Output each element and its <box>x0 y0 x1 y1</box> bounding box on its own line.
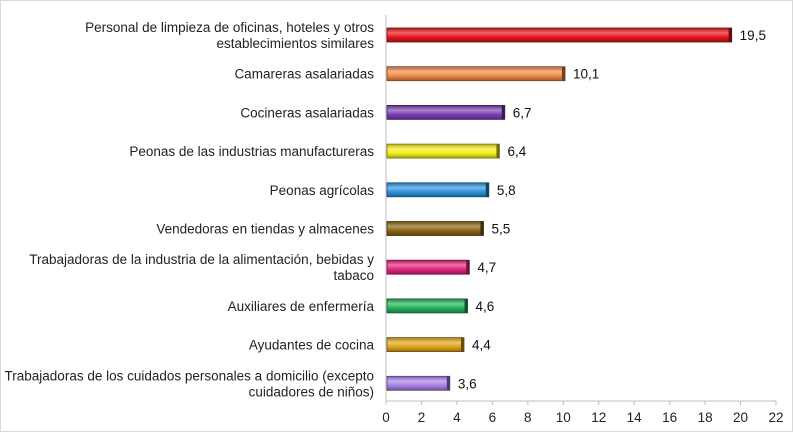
x-tick-label: 2 <box>418 410 426 425</box>
bar-end-cap <box>446 376 450 391</box>
category-label: Trabajadoras de la industria de la alime… <box>29 252 374 267</box>
bar <box>386 337 465 353</box>
x-tick-label: 16 <box>662 410 677 425</box>
x-tick-label: 18 <box>698 410 713 425</box>
value-label: 10,1 <box>573 67 599 82</box>
category-label: Personal de limpieza de oficinas, hotele… <box>85 20 374 35</box>
value-label: 5,8 <box>497 183 516 198</box>
category-label: Ayudantes de cocina <box>249 338 375 353</box>
bar <box>386 221 484 236</box>
value-label: 19,5 <box>740 28 766 43</box>
bar <box>386 143 500 159</box>
bar <box>386 182 490 198</box>
value-label: 4,4 <box>472 338 491 353</box>
x-tick-label: 4 <box>453 410 461 425</box>
bar-end-cap <box>480 221 484 236</box>
category-label: cuidadores de niños) <box>249 384 374 399</box>
bar-end-cap <box>501 105 505 120</box>
x-tick-label: 0 <box>382 410 390 425</box>
bar <box>386 259 470 275</box>
category-label: Auxiliares de enfermería <box>228 299 375 314</box>
category-label: Peonas de las industrias manufactureras <box>129 144 374 159</box>
bar-end-cap <box>485 182 489 197</box>
value-label: 4,6 <box>476 299 495 314</box>
x-tick-label: 6 <box>489 410 497 425</box>
x-tick-label: 22 <box>768 410 783 425</box>
category-label: tabaco <box>333 268 374 283</box>
bar <box>386 105 506 120</box>
x-tick-label: 12 <box>591 410 606 425</box>
value-label: 6,7 <box>513 105 532 120</box>
category-label: Camareras asalariadas <box>234 67 374 82</box>
bar-end-cap <box>562 66 566 81</box>
bar-end-cap <box>464 298 468 313</box>
x-tick-label: 8 <box>524 410 532 425</box>
value-label: 3,6 <box>458 376 477 391</box>
x-tick-label: 20 <box>733 410 748 425</box>
bar <box>386 66 566 82</box>
bar-end-cap <box>728 28 732 42</box>
value-label: 5,5 <box>492 222 511 237</box>
category-label: Cocineras asalariadas <box>240 105 374 120</box>
value-label: 6,4 <box>507 144 526 159</box>
bar-end-cap <box>496 144 500 159</box>
bar-end-cap <box>466 260 470 275</box>
bar-end-cap <box>461 337 464 352</box>
bar <box>386 375 451 391</box>
bar <box>386 27 733 43</box>
category-label: Trabajadoras de los cuidados personales … <box>5 368 374 383</box>
category-label: Peonas agrícolas <box>270 183 375 198</box>
x-tick-label: 14 <box>627 410 643 425</box>
x-tick-label: 10 <box>556 410 571 425</box>
value-label: 4,7 <box>477 260 496 275</box>
bar <box>386 298 468 314</box>
category-label: Vendedoras en tiendas y almacenes <box>156 222 374 237</box>
category-label: establecimientos similares <box>216 36 374 51</box>
